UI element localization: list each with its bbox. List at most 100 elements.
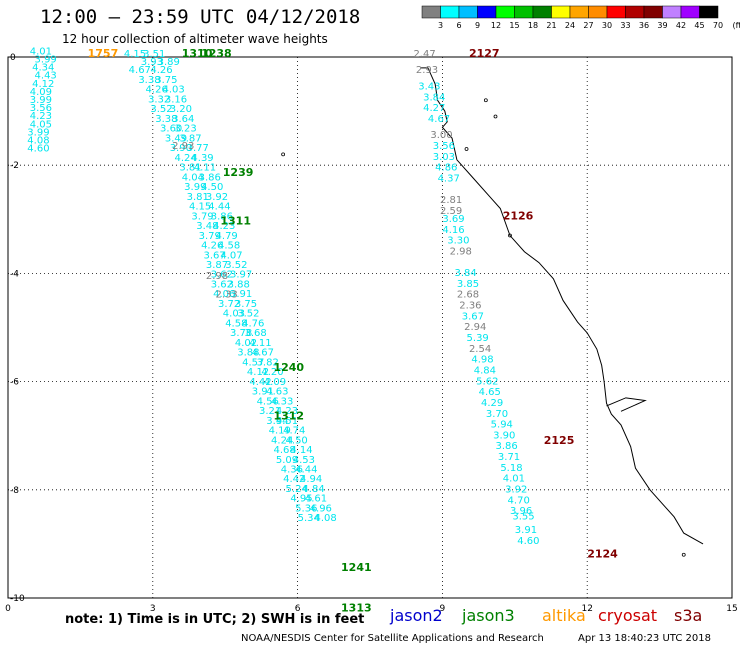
chart-subtitle: 12 hour collection of altimeter wave hei…: [62, 32, 328, 46]
swh-value: 2.36: [459, 301, 481, 312]
pass-time-label: 2126: [503, 209, 534, 222]
colorbar-swatch: [532, 5, 552, 19]
colorbar-swatch: [514, 5, 534, 19]
swh-value: 3.90: [493, 430, 515, 441]
colorbar-label: 3: [438, 21, 443, 30]
island-marker: [493, 114, 498, 119]
colorbar-label: 21: [546, 21, 556, 30]
swh-value: 4.67: [129, 65, 151, 76]
swh-value: 2.33: [216, 290, 238, 301]
swh-value: 4.23: [30, 111, 52, 122]
swh-value: 3.99: [35, 54, 57, 65]
swh-value: 3.71: [498, 452, 520, 463]
swh-value: 4.34: [32, 63, 54, 74]
pass-time-label: 2124: [587, 547, 618, 560]
colorbar-swatch: [662, 5, 682, 19]
swh-value: 3.56: [30, 103, 52, 114]
swh-value: 5.94: [491, 420, 513, 431]
swh-value: 4.03: [223, 309, 245, 320]
legend-altika: altika: [542, 606, 586, 625]
swh-value: 2.93: [172, 141, 194, 152]
swh-value: 3.52: [225, 260, 247, 271]
swh-value: 4.37: [438, 173, 460, 184]
swh-value: 3.86: [211, 211, 233, 222]
colorbar-label: 18: [528, 21, 538, 30]
colorbar-swatch: [699, 5, 719, 19]
swh-value: 4.01: [30, 46, 52, 57]
swh-value: 4.95: [290, 494, 312, 505]
swh-value: 4.23: [213, 221, 235, 232]
swh-value: 4.50: [286, 435, 308, 446]
swh-value: 4.60: [517, 536, 539, 547]
colorbar-label: 12: [491, 21, 501, 30]
swh-value: 3.38: [138, 75, 160, 86]
x-tick-label: 6: [295, 604, 301, 614]
swh-value: 3.68: [245, 328, 267, 339]
colorbar-label: 15: [509, 21, 519, 30]
swh-value: 5.18: [500, 463, 522, 474]
swh-value: 2.98: [450, 246, 472, 257]
y-tick-label: 0: [10, 53, 16, 63]
swh-value: 4.11: [194, 163, 216, 174]
footnote: note: 1) Time is in UTC; 2) SWH is in fe…: [65, 612, 365, 627]
swh-value: 3.84: [454, 268, 476, 279]
swh-value: 4.09: [264, 377, 286, 388]
swh-value: 4.67: [252, 348, 274, 359]
swh-value: 4.84: [474, 365, 496, 376]
swh-value: 4.14: [290, 445, 312, 456]
legend-cryosat: cryosat: [598, 606, 658, 625]
x-tick-label: 3: [150, 604, 156, 614]
pass-time-label: 1239: [223, 166, 254, 179]
swh-value: 4.24: [175, 153, 197, 164]
colorbar-swatch: [569, 5, 589, 19]
swh-value: 3.60: [160, 124, 182, 135]
swh-value: 3.52: [150, 104, 172, 115]
swh-value: 4.84: [302, 484, 324, 495]
swh-value: 4.51: [276, 416, 298, 427]
swh-value: 3.75: [155, 75, 177, 86]
swh-value: 3.70: [486, 409, 508, 420]
colorbar-label: 6: [456, 21, 461, 30]
chart-title: 12:00 – 23:59 UTC 04/12/2018: [40, 6, 361, 28]
swh-value: 4.06: [213, 289, 235, 300]
swh-value: 3.90: [170, 143, 192, 154]
swh-value: 4.53: [293, 455, 315, 466]
swh-value: 2.93: [416, 65, 438, 76]
swh-value: 4.96: [310, 503, 332, 514]
swh-value: 4.27: [423, 103, 445, 114]
swh-value: 4.76: [242, 318, 264, 329]
x-tick-label: 0: [5, 604, 11, 614]
pass-time-label: 1240: [273, 361, 304, 374]
colorbar-swatch: [551, 5, 571, 19]
swh-value: 3.72: [218, 299, 240, 310]
swh-value: 4.04: [182, 172, 204, 183]
colorbar-label: 33: [620, 21, 630, 30]
swh-value: 3.92: [505, 485, 527, 496]
colorbar-swatch: [421, 5, 441, 19]
swh-value: 4.01: [503, 474, 525, 485]
swh-value: 4.09: [30, 87, 52, 98]
swh-value: 4.05: [30, 119, 52, 130]
swh-value: 4.19: [269, 426, 291, 437]
swh-value: 4.42: [249, 377, 271, 388]
swh-value: 4.26: [201, 241, 223, 252]
colorbar-label: (ft): [732, 21, 740, 30]
swh-value: 4.44: [295, 464, 317, 475]
swh-value: 3.89: [158, 57, 180, 68]
swh-value: 4.70: [508, 495, 530, 506]
swh-value: 3.62: [211, 279, 233, 290]
colorbar-swatch: [458, 5, 478, 19]
swh-value: 3.32: [148, 94, 170, 105]
swh-value: 3.88: [237, 348, 259, 359]
colorbar-swatch: [680, 5, 700, 19]
swh-value: 2.59: [440, 206, 462, 217]
swh-value: 3.67: [203, 250, 225, 261]
swh-value: 3.86: [199, 172, 221, 183]
swh-value: 4.15: [189, 202, 211, 213]
pass-time-label: 1313: [341, 602, 372, 615]
pass-time-label: 2125: [544, 434, 575, 447]
colorbar-swatch: [440, 5, 460, 19]
swh-value: 3.87: [206, 260, 228, 271]
swh-value: 5.36: [295, 503, 317, 514]
swh-value: 5.24: [286, 484, 308, 495]
